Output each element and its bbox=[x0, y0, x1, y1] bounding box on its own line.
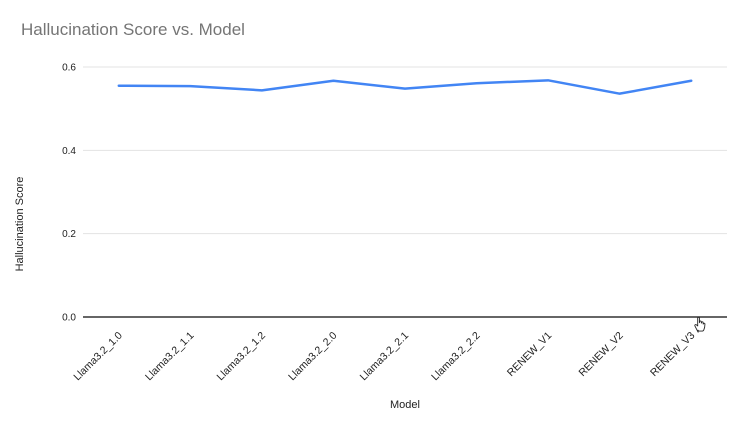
x-tick-label: Llama3.2_1.2 bbox=[215, 330, 269, 384]
series-line bbox=[117, 79, 693, 95]
x-tick-label: RENEW_V2 bbox=[576, 330, 625, 379]
x-tick-label: Llama3.2_1.1 bbox=[143, 330, 197, 384]
x-tick-label: Llama3.2_2.2 bbox=[429, 330, 483, 384]
x-tick-label: Llama3.2_2.1 bbox=[358, 330, 412, 384]
y-tick-label: 0.6 bbox=[62, 63, 76, 74]
x-tick-label: Llama3.2_2.0 bbox=[286, 330, 340, 384]
y-tick-label: 0.0 bbox=[62, 313, 76, 324]
y-tick-label: 0.4 bbox=[62, 146, 76, 157]
x-tick-label: RENEW_V1 bbox=[505, 330, 554, 379]
x-axis-title: Model bbox=[390, 399, 420, 411]
x-tick-label: Llama3.2_1.0 bbox=[71, 330, 125, 384]
x-tick-label: RENEW_V3 bbox=[648, 330, 697, 379]
chart-title: Hallucination Score vs. Model bbox=[21, 20, 245, 39]
y-tick-label: 0.2 bbox=[62, 229, 76, 240]
hand-cursor-icon bbox=[692, 314, 709, 334]
